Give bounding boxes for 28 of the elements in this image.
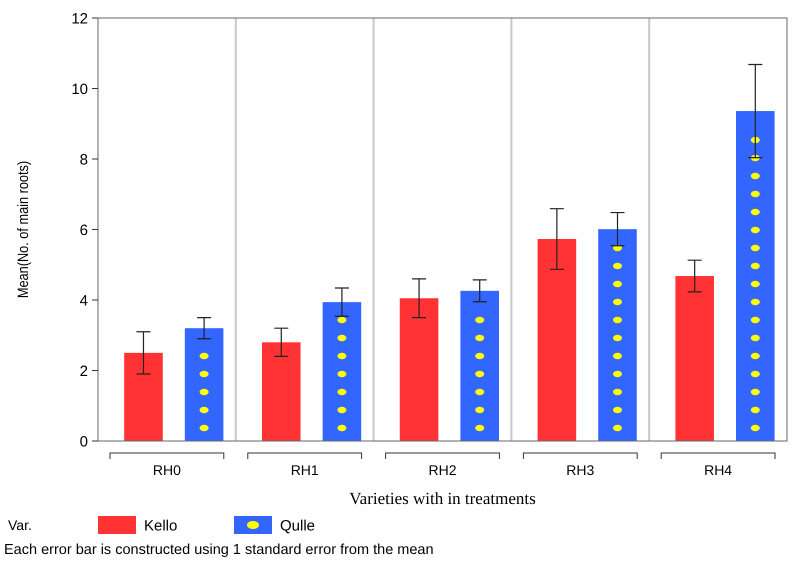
x-tick-label: RH4 xyxy=(704,462,732,478)
x-tick-label: RH3 xyxy=(566,462,595,478)
y-tick-label: 2 xyxy=(80,362,88,380)
y-tick-label: 0 xyxy=(80,433,88,450)
y-tick-label: 8 xyxy=(80,151,88,168)
bar xyxy=(400,298,438,441)
bar xyxy=(538,239,576,441)
x-tick-label: RH2 xyxy=(428,462,457,478)
bar xyxy=(124,352,163,441)
legend-label: Kello xyxy=(144,517,178,534)
bar xyxy=(184,328,224,441)
bar xyxy=(675,276,714,441)
bar xyxy=(322,302,362,441)
legend-label: Qulle xyxy=(280,517,316,534)
text: Each error bar is constructed using 1 standard error from the mean xyxy=(4,542,434,558)
bar xyxy=(598,229,637,441)
x-tick-label: RH0 xyxy=(152,462,182,478)
y-tick-label: 4 xyxy=(80,292,88,310)
legend-title: Var. xyxy=(8,516,32,533)
bar xyxy=(460,290,499,441)
y-tick-label: 10 xyxy=(71,80,88,98)
y-axis-title: Mean(No. of main roots) xyxy=(14,160,32,298)
y-tick-label: 12 xyxy=(71,10,88,28)
x-tick-label: RH1 xyxy=(290,462,319,478)
bar xyxy=(736,111,775,441)
y-tick-label: 6 xyxy=(80,222,88,239)
x-axis-title: Varieties with in treatments xyxy=(349,489,536,508)
bar xyxy=(262,342,301,441)
